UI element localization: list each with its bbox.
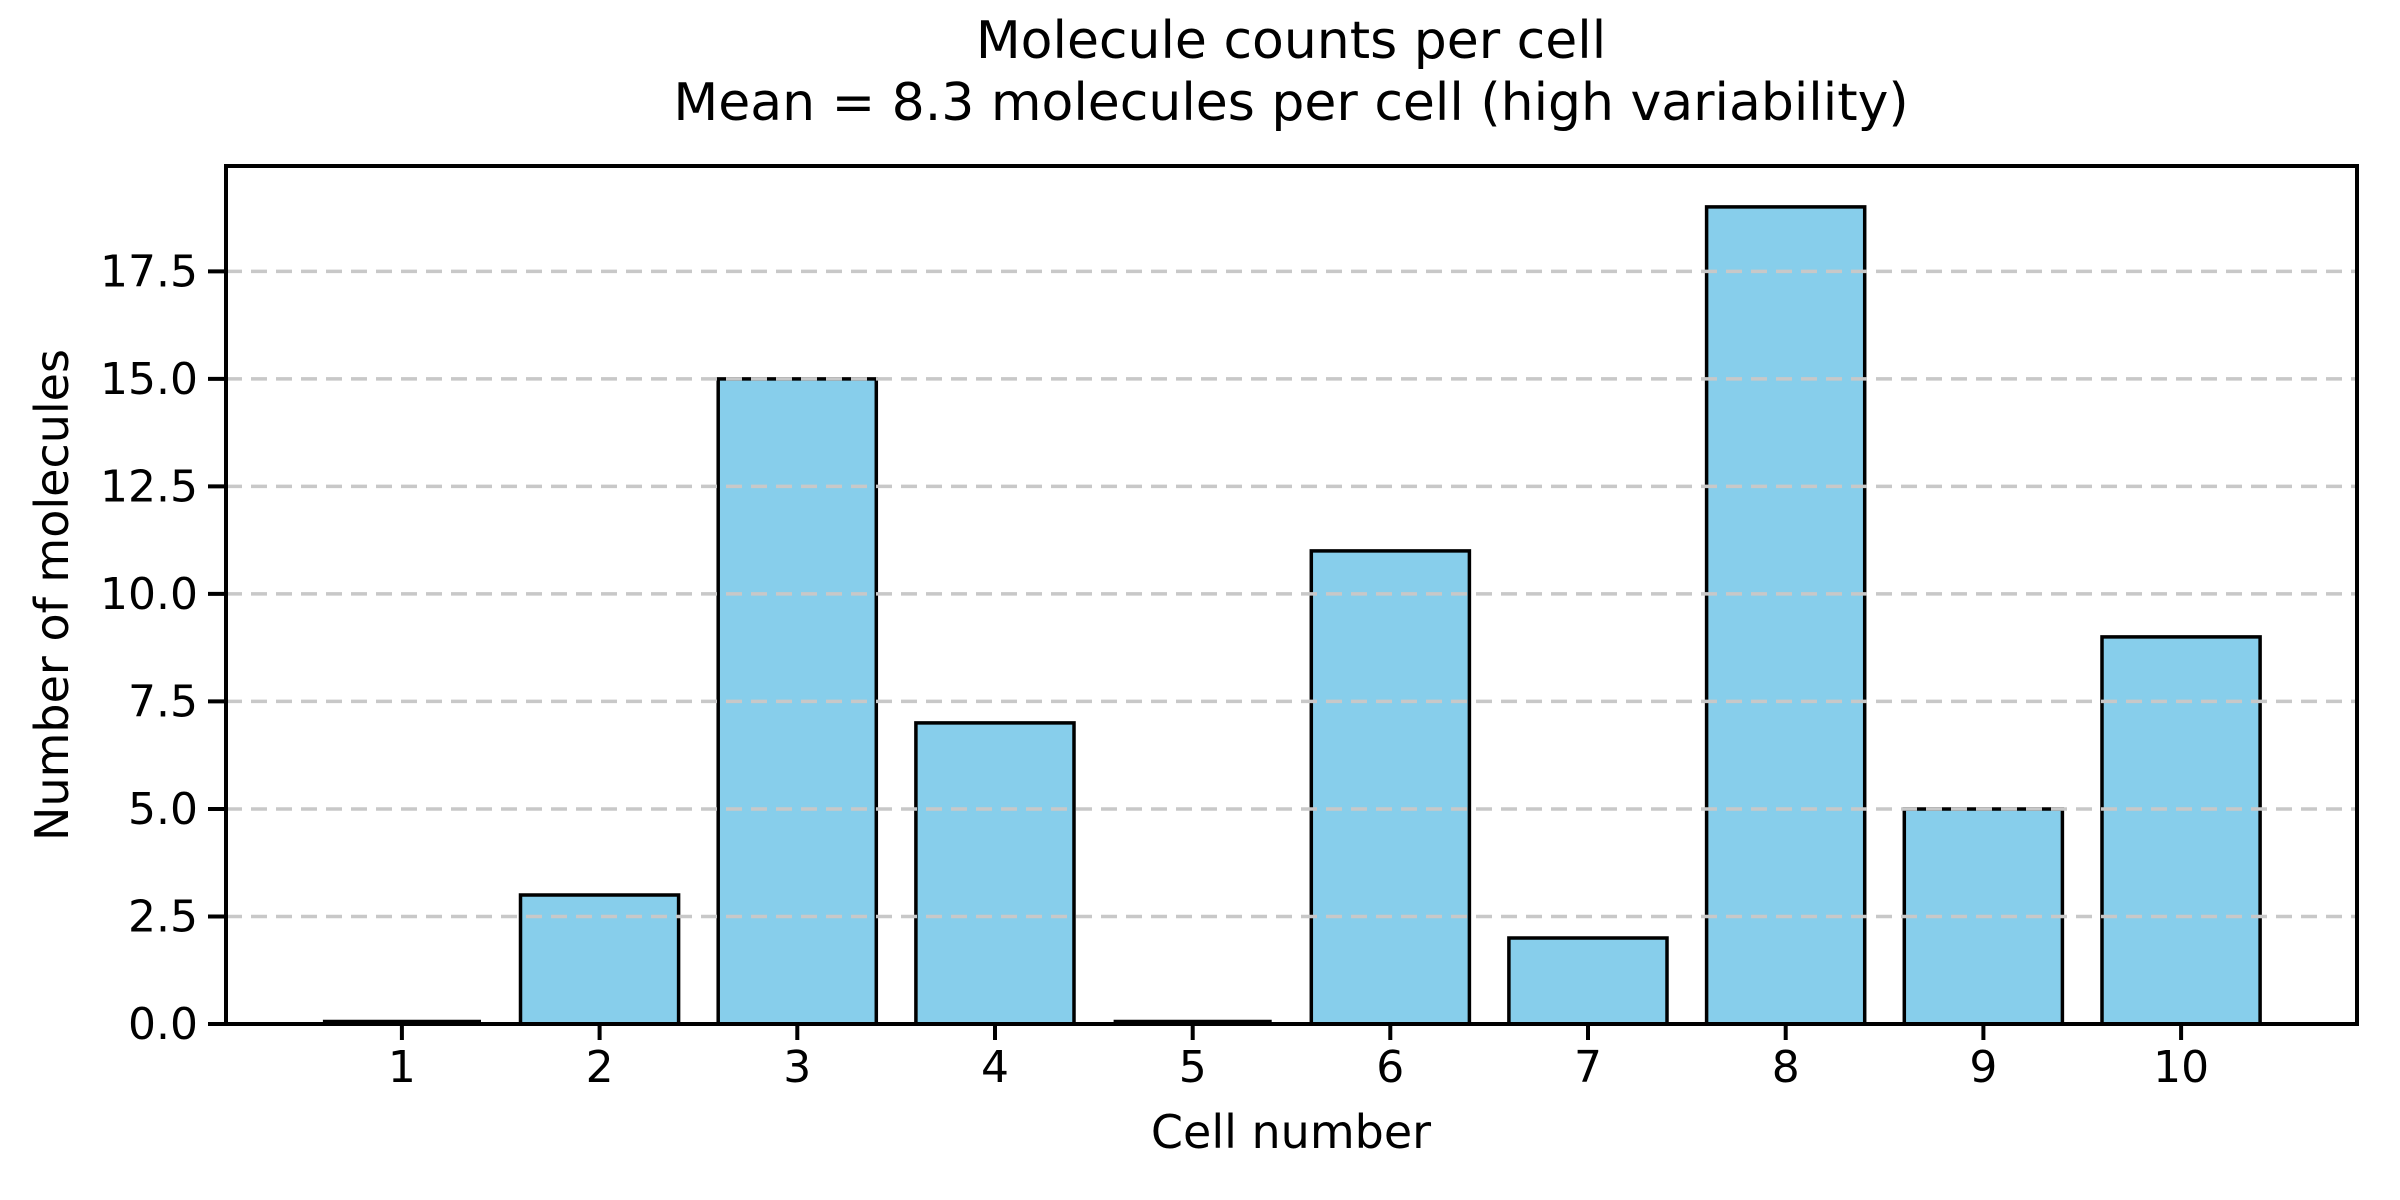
- y-tick-label-2.5: 2.5: [128, 892, 198, 943]
- bar-cell-8: [1704, 205, 1867, 1026]
- x-tick-label-3: 3: [783, 1042, 811, 1093]
- chart-title: Molecule counts per cell: [976, 11, 1606, 71]
- y-tick-label-0.0: 0.0: [128, 999, 198, 1050]
- bar-cell-6: [1309, 549, 1472, 1026]
- y-tick-label-17.5: 17.5: [100, 246, 198, 297]
- bar-cell-7: [1507, 936, 1669, 1026]
- y-tick-label-12.5: 12.5: [100, 461, 198, 512]
- bars-layer: [322, 205, 2262, 1026]
- ticks-layer: [208, 269, 2184, 1040]
- grid-layer: [226, 269, 2357, 919]
- y-tick-label-10.0: 10.0: [100, 569, 198, 620]
- y-tick-label-7.5: 7.5: [128, 676, 198, 727]
- x-tick-label-4: 4: [981, 1042, 1009, 1093]
- x-tick-label-7: 7: [1574, 1042, 1602, 1093]
- bar-cell-2: [518, 893, 681, 1026]
- tick-labels-layer: 1 2 3 4 5 6 7 8 9 10 0.0 2.5 5.0 7.5 10.0 12.5 15.0 17.5: [100, 246, 2209, 1093]
- x-tick-label-6: 6: [1376, 1042, 1404, 1093]
- x-tick-label-10: 10: [2153, 1042, 2209, 1093]
- y-tick-label-15.0: 15.0: [100, 354, 198, 405]
- y-tick-label-5.0: 5.0: [128, 784, 198, 835]
- x-tick-label-9: 9: [1969, 1042, 1997, 1093]
- x-tick-label-8: 8: [1772, 1042, 1800, 1093]
- bar-cell-4: [914, 721, 1076, 1026]
- x-tick-label-1: 1: [388, 1042, 416, 1093]
- y-axis-label: Number of molecules: [25, 349, 79, 841]
- chart-subtitle: Mean = 8.3 molecules per cell (high vari…: [673, 73, 1908, 133]
- x-tick-label-5: 5: [1179, 1042, 1207, 1093]
- x-tick-label-2: 2: [586, 1042, 614, 1093]
- bar-cell-10: [2100, 635, 2262, 1026]
- x-axis-label: Cell number: [1151, 1105, 1431, 1159]
